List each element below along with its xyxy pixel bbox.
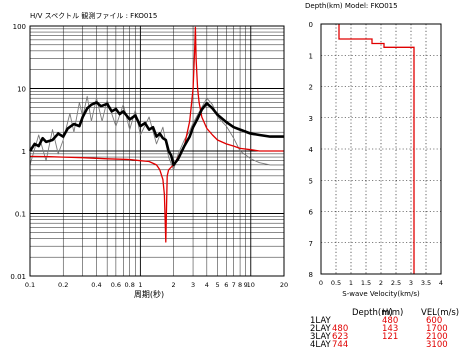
vs-x-tick-label: 1: [349, 279, 353, 287]
hv-x-tick-label: 9: [244, 281, 248, 289]
layer-table-header-thickness: H(m): [382, 308, 404, 318]
hv-x-axis-label: 周期(秒): [134, 289, 164, 299]
vs-y-tick-label: 0: [309, 21, 313, 29]
layer-table-header: Depth(m) H(m) VEL(m/s): [310, 308, 460, 318]
layer-table-row: 4LAY 744 3100: [310, 340, 460, 350]
vs-x-tick-label: 3.5: [421, 279, 431, 287]
vs-y-tick-label: 5: [309, 177, 313, 185]
vs-x-tick-label: 1.5: [361, 279, 371, 287]
layer-name: 1LAY: [310, 316, 331, 326]
layer-depth: 744: [332, 340, 349, 350]
hv-y-tick-label: 0.01: [10, 273, 26, 281]
layer-velocity: 3100: [426, 340, 448, 350]
hv-grid: [29, 26, 285, 277]
hv-tick-labels: 0.1 0.2 0.4 0.6 0.8 1 2 3 4 5 6 7 8 910 201001010.10.0…: [10, 23, 288, 289]
layer-table-header-velocity: VEL(m/s): [421, 308, 460, 318]
vs-y-tick-label: 7: [309, 240, 313, 248]
layer-thickness: 121: [382, 332, 399, 342]
vs-x-tick-label: 2: [379, 279, 383, 287]
hv-x-tick-label: 0.8: [125, 281, 135, 289]
layer-velocity: 1700: [426, 324, 448, 334]
hv-chart: H/V スペクトル 観測ファイル : FKO015 0.1 0.2 0.4 0.6 0.…: [10, 11, 288, 299]
hv-y-tick-label: 0.1: [15, 211, 26, 219]
layer-thickness: 480: [382, 316, 399, 326]
hv-series: [28, 26, 284, 243]
vs-y-tick-label: 3: [309, 115, 313, 123]
hv-x-tick-label: 7: [232, 281, 236, 289]
layer-velocity: 2100: [426, 332, 448, 342]
layer-table-row: 3LAY 623 121 2100: [310, 332, 460, 342]
hv-y-tick-label: 10: [17, 86, 26, 94]
hv-y-tick-label: 100: [13, 23, 26, 31]
layer-name: 4LAY: [310, 340, 331, 350]
vs-y-tick-label: 2: [309, 84, 313, 92]
layer-name: 2LAY: [310, 324, 331, 334]
mean-hv-curve: [28, 101, 284, 167]
vs-x-tick-label: 3: [409, 279, 413, 287]
vs-grid: [320, 23, 442, 275]
vs-y-tick-label: 6: [309, 209, 314, 217]
layer-velocity: 600: [426, 316, 443, 326]
velocity-profile-line: [338, 24, 415, 274]
layer-table-header-depth: Depth(m): [352, 308, 393, 318]
hv-x-tick-label: 0.6: [111, 281, 121, 289]
layer-depth: 623: [332, 332, 349, 342]
vs-series: [338, 24, 415, 274]
layer-table-row: 1LAY 480 600: [310, 316, 460, 326]
layer-name: 3LAY: [310, 332, 331, 342]
vs-x-axis-label: S-wave Velocity(km/s): [342, 290, 420, 298]
hv-x-tick-label: 0.4: [91, 281, 101, 289]
hv-x-tick-label: 0.2: [58, 281, 68, 289]
hv-x-tick-label: 3: [191, 281, 195, 289]
hv-x-tick-label: 0.1: [25, 281, 35, 289]
vs-x-tick-label: 0: [319, 279, 323, 287]
hv-x-tick-label: 6: [224, 281, 228, 289]
vs-y-tick-label: 4: [309, 146, 314, 154]
hv-x-tick-label: 8: [238, 281, 242, 289]
vs-chart-title: Depth(km) Model: FKO015: [305, 2, 398, 10]
vs-y-tick-label: 8: [309, 271, 313, 279]
hv-x-tick-label: 10: [247, 281, 255, 289]
vs-x-tick-label: 4: [439, 279, 443, 287]
layer-thickness: 143: [382, 324, 399, 334]
layer-table: Depth(m) H(m) VEL(m/s) 1LAY 480 600 2LAY…: [310, 308, 460, 350]
vs-x-tick-label: 2.5: [391, 279, 401, 287]
layer-depth: 480: [332, 324, 349, 334]
hv-x-tick-label: 4: [205, 281, 209, 289]
hv-x-tick-label: 20: [280, 281, 288, 289]
hv-x-tick-label: 2: [172, 281, 176, 289]
vs-y-tick-label: 1: [309, 52, 313, 60]
hv-x-tick-label: 1: [138, 281, 142, 289]
vs-plot-frame: [320, 23, 442, 275]
hv-chart-title: H/V スペクトル 観測ファイル : FKO015: [30, 11, 157, 20]
hv-plot-frame: [29, 25, 285, 277]
layer-table-row: 2LAY 480 143 1700: [310, 324, 460, 334]
vs-x-tick-label: 0.5: [331, 279, 341, 287]
hv-y-tick-label: 1: [22, 148, 26, 156]
hv-x-tick-label: 5: [215, 281, 219, 289]
